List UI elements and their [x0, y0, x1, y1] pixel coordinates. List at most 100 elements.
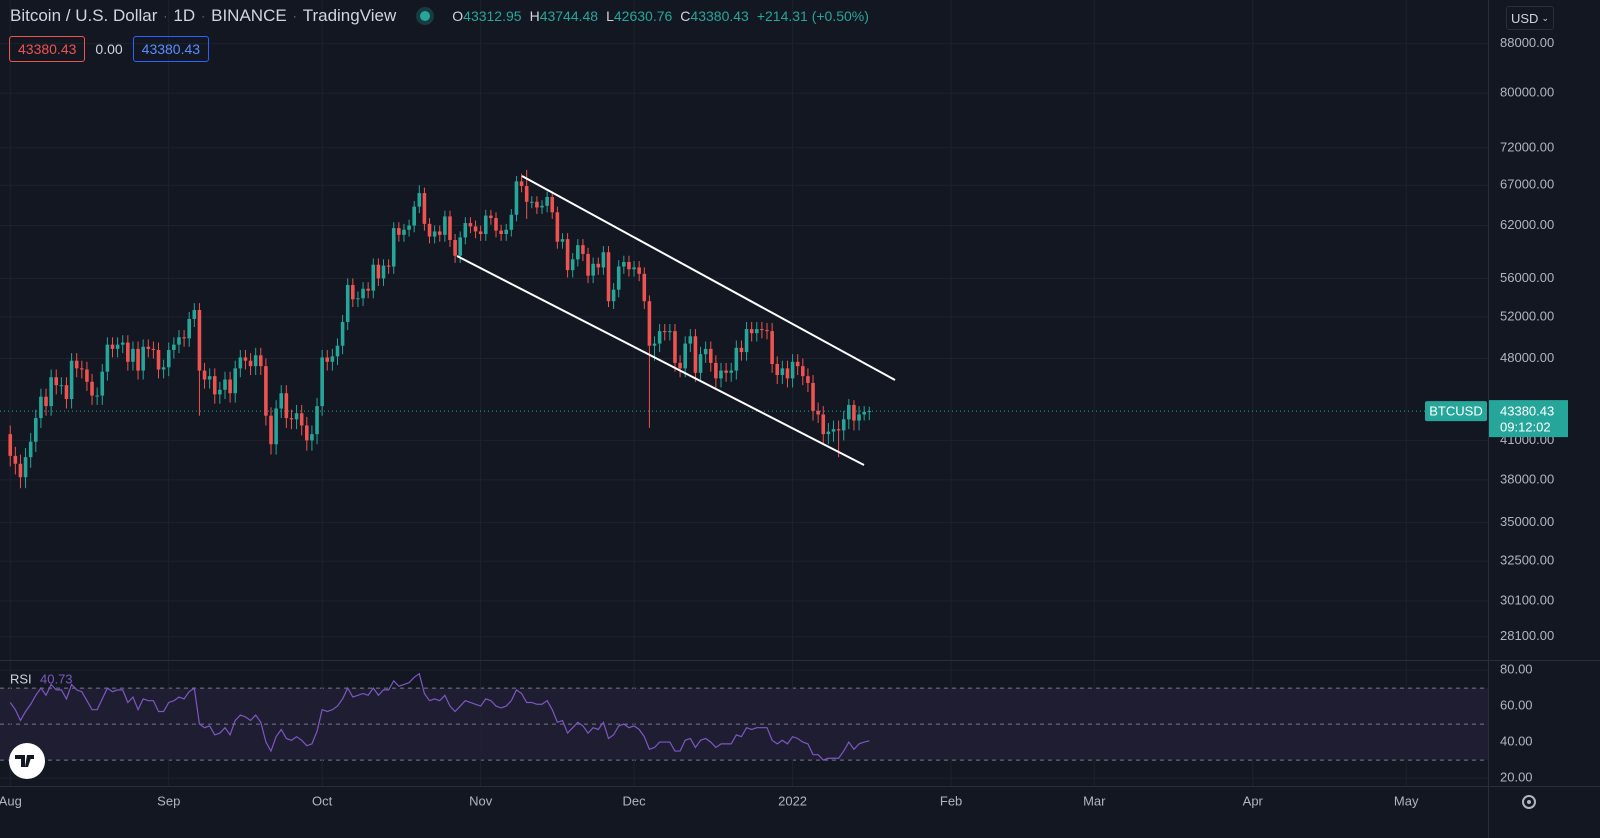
candle-body — [49, 377, 53, 407]
candle-body — [166, 349, 171, 368]
candle-body — [69, 360, 74, 400]
candle-body — [335, 345, 340, 357]
candle-body — [657, 331, 662, 344]
candle-body — [780, 368, 785, 376]
candle-body — [673, 331, 677, 363]
candle-body — [698, 354, 703, 373]
candle-body — [714, 362, 718, 379]
candle-body — [581, 245, 585, 254]
y-tick-label: 56000.00 — [1500, 270, 1554, 285]
candle-body — [611, 289, 616, 302]
candle-body — [463, 223, 468, 238]
y-tick-label: 35000.00 — [1500, 514, 1554, 529]
candle-body — [703, 348, 708, 355]
candle-body — [560, 239, 565, 242]
trend-line-upper — [521, 175, 896, 381]
symbol-label: BTCUSD — [1429, 404, 1482, 419]
candle-body — [28, 441, 33, 458]
candle-body — [586, 253, 590, 276]
candle-body — [734, 347, 739, 371]
candle-body — [182, 337, 186, 339]
sell-price[interactable]: 43380.43 — [9, 36, 86, 62]
candle-body — [570, 259, 575, 271]
candle-body — [448, 216, 452, 240]
candle-body — [59, 385, 64, 387]
ohlc-value: 43380.43 — [690, 8, 749, 24]
candle-body — [386, 265, 391, 267]
candle-body — [719, 370, 723, 379]
ohlc-value: 43744.48 — [539, 8, 599, 24]
x-tick-label: Nov — [469, 793, 493, 808]
candle-body — [458, 237, 462, 256]
candle-body — [801, 366, 805, 377]
ohlc-legend: O43312.95 H43744.48 L42630.76 C43380.43 … — [452, 8, 869, 24]
x-tick-label: May — [1394, 793, 1419, 808]
candle-body — [591, 263, 595, 276]
candle-body — [120, 342, 125, 345]
candle-body — [253, 355, 258, 367]
buy-price[interactable]: 43380.43 — [132, 36, 210, 62]
interval: 1D — [173, 6, 196, 25]
candle-body — [340, 321, 345, 346]
candle-body — [760, 329, 764, 331]
candle-body — [402, 229, 406, 235]
y-tick-label: 60.00 — [1500, 698, 1533, 713]
candle-body — [366, 288, 370, 291]
y-tick-label: 80000.00 — [1500, 85, 1554, 100]
y-tick-label: 48000.00 — [1500, 350, 1554, 365]
candle-body — [576, 245, 580, 260]
candle-body — [305, 425, 309, 441]
candle-body — [397, 228, 401, 235]
candle-body — [417, 193, 422, 207]
candle-body — [530, 201, 534, 203]
spread: 0.00 — [95, 41, 123, 57]
candle-body — [8, 434, 13, 456]
candle-body — [724, 370, 728, 373]
candle-body — [34, 418, 38, 442]
candle-body — [243, 357, 248, 361]
candle-body — [289, 418, 294, 420]
candle-body — [627, 261, 631, 270]
candle-body — [606, 252, 611, 302]
settings-icon[interactable] — [1522, 795, 1536, 809]
y-tick-label: 80.00 — [1500, 662, 1533, 677]
x-tick-label: Mar — [1083, 793, 1106, 808]
candle-body — [294, 413, 299, 420]
candle-body — [816, 410, 820, 415]
candle-body — [683, 343, 687, 369]
candle-body — [622, 261, 626, 267]
candle-body — [545, 197, 549, 206]
candle-body — [535, 201, 539, 208]
candle-body — [642, 273, 647, 302]
grid — [0, 0, 1488, 786]
candle-body — [555, 212, 560, 242]
x-tick-label: Oct — [312, 793, 333, 808]
x-tick-label: Apr — [1243, 793, 1264, 808]
candle-body — [202, 370, 207, 380]
ohlc-value: 42630.76 — [613, 8, 673, 24]
currency-select[interactable]: USD ⌄ — [1506, 6, 1554, 30]
candle-body — [422, 193, 427, 224]
market-status — [420, 11, 431, 21]
plot — [0, 169, 1488, 761]
candle-body — [110, 344, 115, 349]
candle-body — [172, 344, 176, 350]
candle-body — [85, 369, 89, 382]
candle-body — [156, 349, 161, 370]
candle-body — [192, 309, 197, 319]
candle-body — [841, 419, 846, 431]
candle-body — [540, 205, 544, 208]
trade-boxes: 43380.43 0.00 43380.43 — [9, 36, 210, 62]
axes: 28100.00 30100.00 32500.00 35000.00 38000.00… — [0, 35, 1568, 808]
candle-body — [105, 344, 110, 372]
source: TradingView — [302, 6, 397, 25]
y-tick-label: 32500.00 — [1500, 553, 1554, 568]
candle-body — [141, 346, 145, 371]
candle-body — [361, 288, 365, 299]
candle-body — [330, 356, 335, 362]
candle-body — [207, 376, 212, 380]
candle-body — [708, 348, 713, 363]
candle-body — [739, 347, 744, 353]
